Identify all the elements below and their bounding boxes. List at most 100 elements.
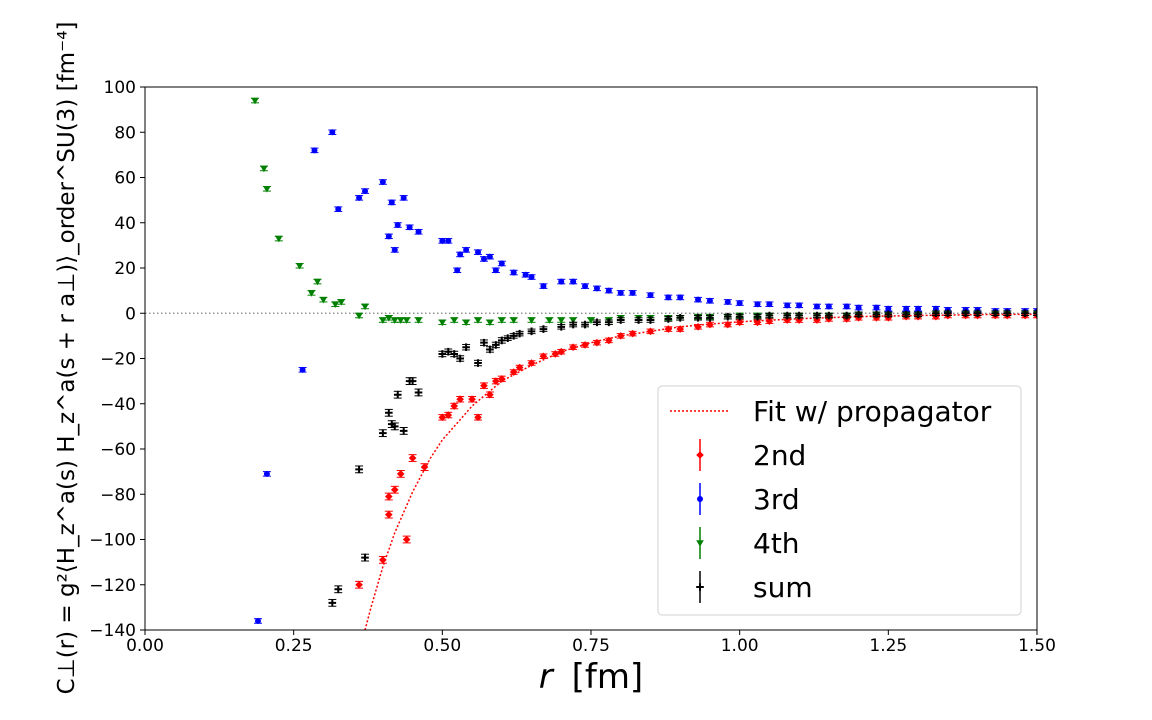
x-tick-label: 1.00 (721, 636, 759, 656)
legend-label: 2nd (753, 439, 806, 472)
data-point (474, 317, 482, 324)
data-point (474, 359, 482, 367)
data-point (438, 319, 447, 327)
data-point (723, 320, 732, 329)
y-axis: −140 −120 −100 −80 −60 −40 −20 0 20 40 60 80 100 (89, 78, 145, 641)
data-point (676, 325, 684, 333)
data-point (902, 310, 910, 319)
legend-label: 3rd (753, 483, 800, 516)
data-point (522, 271, 529, 278)
data-point (311, 147, 318, 154)
data-point (486, 319, 494, 327)
legend-swatch-marker (696, 451, 704, 459)
data-point (628, 329, 637, 338)
data-point (735, 312, 744, 321)
data-point (390, 317, 399, 324)
data-point (605, 287, 612, 294)
data-point (275, 235, 283, 243)
y-tick-label: −120 (89, 576, 136, 596)
y-tick-label: −140 (89, 621, 136, 641)
data-point (593, 338, 601, 347)
data-point (961, 309, 970, 318)
data-point (394, 222, 401, 229)
x-tick-label: 0.75 (572, 636, 610, 656)
data-point (914, 310, 922, 319)
data-point (616, 332, 625, 340)
data-point (545, 317, 554, 324)
data-point (527, 359, 536, 367)
data-point (766, 301, 773, 308)
data-point (587, 317, 595, 324)
data-point (379, 556, 387, 564)
x-axis: 0.00 0.25 0.50 0.75 1.00 1.25 1.50 (126, 630, 1056, 656)
data-point (706, 320, 714, 329)
data-point (581, 320, 589, 329)
data-point (1021, 309, 1029, 318)
data-point (462, 343, 470, 351)
data-point (450, 350, 459, 358)
data-point (390, 422, 399, 431)
data-point (355, 580, 363, 589)
data-point (551, 350, 560, 358)
data-point (753, 318, 762, 327)
data-point (329, 129, 336, 136)
data-point (605, 336, 613, 345)
data-point (263, 186, 271, 193)
data-point (581, 341, 589, 349)
data-point (450, 402, 459, 410)
data-point (486, 253, 493, 260)
legend-label: 4th (753, 527, 800, 560)
y-tick-label: −80 (100, 485, 136, 505)
data-point (355, 312, 363, 320)
data-point (399, 427, 408, 435)
data-point (385, 314, 393, 322)
data-point (855, 304, 862, 311)
data-point (569, 343, 577, 351)
data-point (723, 312, 732, 321)
x-tick-label: 0.25 (275, 636, 313, 656)
data-point (754, 301, 761, 308)
data-point (406, 224, 413, 231)
data-point (414, 317, 423, 324)
data-point (783, 316, 792, 324)
data-point (498, 375, 506, 383)
legend-entry-4th: 4th (696, 527, 800, 560)
legend-entry-sum: sum (696, 571, 813, 604)
data-point (391, 246, 398, 253)
data-point (647, 292, 654, 299)
data-point (331, 301, 340, 308)
data-point (582, 283, 589, 290)
legend-entry-2nd: 2nd (696, 439, 806, 472)
legend-fit-label: Fit w/ propagator (753, 395, 992, 428)
legend-swatch-marker (696, 583, 704, 591)
data-point (463, 246, 470, 253)
data-point (385, 492, 393, 501)
data-point (664, 315, 673, 323)
y-tick-label: 60 (114, 169, 136, 189)
data-point (528, 274, 535, 281)
data-point (527, 317, 536, 324)
data-point (254, 617, 261, 624)
data-point (843, 303, 850, 310)
data-point (694, 313, 702, 322)
data-point (462, 319, 470, 327)
data-point (480, 338, 488, 347)
data-point (842, 311, 851, 320)
data-point (558, 278, 565, 285)
data-point (753, 312, 762, 321)
data-point (474, 413, 482, 422)
data-point (402, 535, 411, 544)
x-axis-label-unit: [fm] (572, 657, 644, 697)
data-point (450, 317, 459, 324)
y-tick-label: −40 (100, 395, 136, 415)
data-point (379, 429, 387, 437)
data-point (736, 300, 743, 307)
data-point (420, 463, 429, 471)
data-point (388, 199, 395, 206)
y-tick-label: −60 (100, 440, 136, 460)
data-series (251, 97, 1037, 624)
data-point (884, 310, 893, 319)
data-point (307, 290, 316, 297)
x-axis-label-var: r (539, 657, 555, 697)
